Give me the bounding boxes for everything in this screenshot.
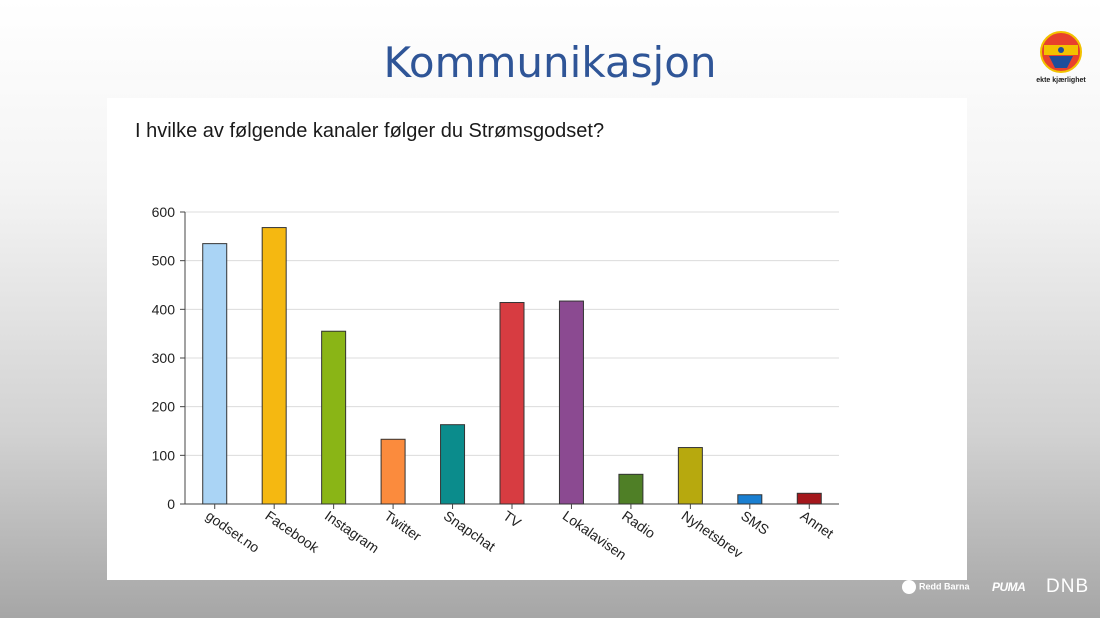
bar bbox=[440, 424, 466, 505]
bar bbox=[202, 243, 228, 505]
x-tick-label: Twitter bbox=[381, 507, 424, 544]
x-tick-label: Lokalavisen bbox=[560, 507, 630, 563]
x-tick-label: Annet bbox=[798, 507, 837, 541]
y-tick-label: 400 bbox=[152, 301, 176, 317]
chart-title: I hvilke av følgende kanaler følger du S… bbox=[135, 120, 605, 142]
chart-panel: I hvilke av følgende kanaler følger du S… bbox=[107, 98, 967, 580]
bar bbox=[796, 492, 822, 505]
redd-barna-icon bbox=[902, 580, 916, 594]
sponsor-redd-barna: Redd Barna bbox=[902, 580, 970, 594]
bar bbox=[321, 330, 347, 505]
sponsor-dnb: DNB bbox=[1046, 576, 1090, 597]
stromsgodset-crest-icon bbox=[1040, 31, 1082, 73]
y-tick-label: 100 bbox=[152, 447, 176, 463]
sponsor-puma: PUMA bbox=[992, 580, 1026, 594]
x-tick-label: Nyhetsbrev bbox=[679, 507, 746, 561]
bar bbox=[737, 494, 763, 505]
sponsor-bar: Redd Barna PUMA DNB bbox=[900, 574, 1090, 610]
y-tick-label: 200 bbox=[152, 399, 176, 415]
slide-title: Kommunikasjon bbox=[383, 38, 717, 87]
bar bbox=[618, 473, 644, 505]
bar bbox=[499, 302, 525, 505]
x-tick-label: TV bbox=[500, 507, 524, 531]
x-tick-label: SMS bbox=[738, 507, 772, 538]
y-tick-label: 600 bbox=[152, 204, 176, 220]
bar bbox=[261, 227, 287, 505]
bar bbox=[380, 438, 406, 505]
x-tick-label: godset.no bbox=[203, 507, 263, 556]
bar bbox=[558, 300, 584, 505]
x-tick-label: Radio bbox=[619, 507, 658, 541]
bar bbox=[677, 447, 703, 505]
sponsor-redd-barna-label: Redd Barna bbox=[919, 581, 970, 592]
x-tick-label: Facebook bbox=[262, 507, 322, 556]
y-tick-label: 0 bbox=[167, 496, 175, 512]
x-tick-label: Snapchat bbox=[441, 507, 499, 554]
club-slogan: ekte kjærlighet bbox=[1036, 77, 1086, 84]
bar-chart: 0 100 200 300 400 500 600 godset.no Facebook Inst… bbox=[152, 204, 839, 563]
y-tick-label: 300 bbox=[152, 350, 176, 366]
club-logo: ekte kjærlighet bbox=[1032, 30, 1090, 92]
x-tick-label: Instagram bbox=[322, 507, 382, 556]
y-tick-label: 500 bbox=[152, 253, 176, 269]
